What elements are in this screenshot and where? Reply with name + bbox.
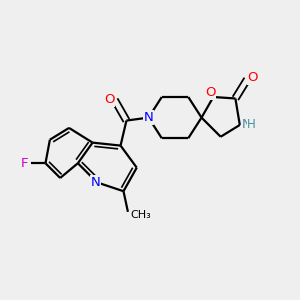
Text: O: O xyxy=(104,93,115,106)
Text: F: F xyxy=(21,157,28,170)
Text: N: N xyxy=(144,111,153,124)
Text: CH₃: CH₃ xyxy=(131,210,152,220)
Text: O: O xyxy=(247,71,258,84)
Text: N: N xyxy=(241,118,251,131)
Text: N: N xyxy=(91,176,100,189)
Text: O: O xyxy=(205,86,216,99)
Text: H: H xyxy=(247,118,256,131)
